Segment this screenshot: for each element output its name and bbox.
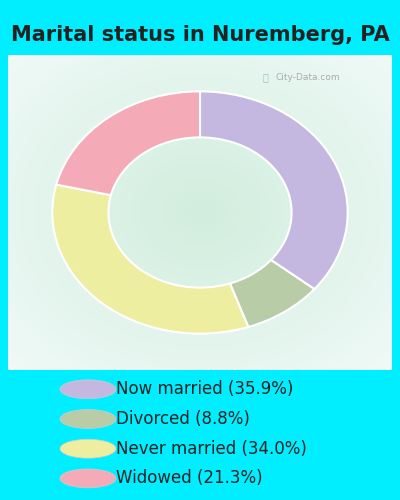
Text: Divorced (8.8%): Divorced (8.8%) <box>116 410 250 428</box>
Circle shape <box>60 440 116 458</box>
Text: ⓘ: ⓘ <box>262 72 268 82</box>
Wedge shape <box>56 92 200 195</box>
Wedge shape <box>200 92 348 289</box>
Wedge shape <box>230 260 314 327</box>
Text: Never married (34.0%): Never married (34.0%) <box>116 440 307 458</box>
Text: Now married (35.9%): Now married (35.9%) <box>116 380 293 398</box>
Text: Marital status in Nuremberg, PA: Marital status in Nuremberg, PA <box>11 25 389 45</box>
Circle shape <box>60 380 116 399</box>
Text: Widowed (21.3%): Widowed (21.3%) <box>116 470 263 488</box>
Circle shape <box>60 469 116 488</box>
Circle shape <box>60 410 116 428</box>
Wedge shape <box>52 184 248 334</box>
Text: City-Data.com: City-Data.com <box>275 72 340 82</box>
